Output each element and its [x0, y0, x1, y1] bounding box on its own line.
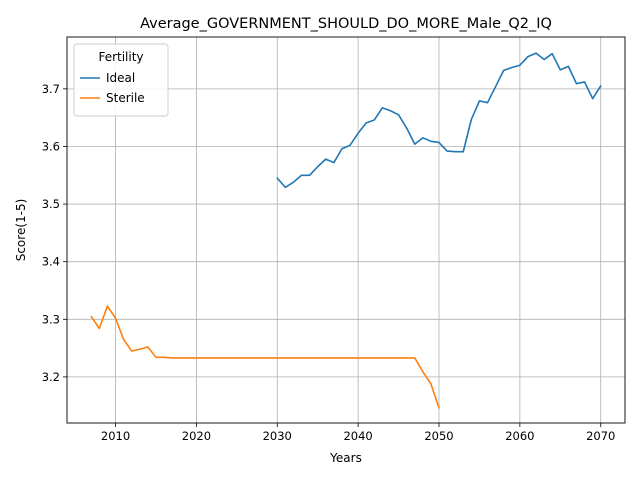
x-tick-label: 2040 — [343, 429, 372, 443]
y-tick-label: 3.7 — [42, 82, 60, 96]
x-tick-label: 2010 — [101, 429, 130, 443]
x-axis-ticks: 2010 2020 2030 2040 2050 2060 2070 — [101, 423, 615, 443]
grid-lines — [67, 37, 625, 423]
y-axis-label: Score(1-5) — [14, 199, 28, 262]
y-axis-ticks: 3.2 3.3 3.4 3.5 3.6 3.7 — [42, 82, 67, 384]
x-tick-label: 2050 — [424, 429, 453, 443]
legend-title: Fertility — [98, 50, 143, 64]
legend-label-ideal: Ideal — [106, 71, 135, 85]
x-tick-label: 2070 — [586, 429, 615, 443]
chart-title: Average_GOVERNMENT_SHOULD_DO_MORE_Male_Q… — [140, 16, 552, 32]
y-tick-label: 3.6 — [42, 139, 60, 153]
y-tick-label: 3.5 — [42, 197, 60, 211]
legend-label-sterile: Sterile — [106, 91, 145, 105]
y-tick-label: 3.4 — [42, 255, 60, 269]
y-tick-label: 3.3 — [42, 312, 60, 326]
x-tick-label: 2030 — [263, 429, 292, 443]
legend: Fertility Ideal Sterile — [73, 43, 169, 117]
x-axis-label: Years — [329, 451, 362, 465]
x-tick-label: 2060 — [505, 429, 534, 443]
y-tick-label: 3.2 — [42, 370, 60, 384]
x-tick-label: 2020 — [182, 429, 211, 443]
series-line-sterile — [90, 305, 440, 409]
series-line-ideal — [276, 52, 602, 189]
plot-frame — [66, 36, 626, 424]
series-lines — [90, 52, 602, 409]
